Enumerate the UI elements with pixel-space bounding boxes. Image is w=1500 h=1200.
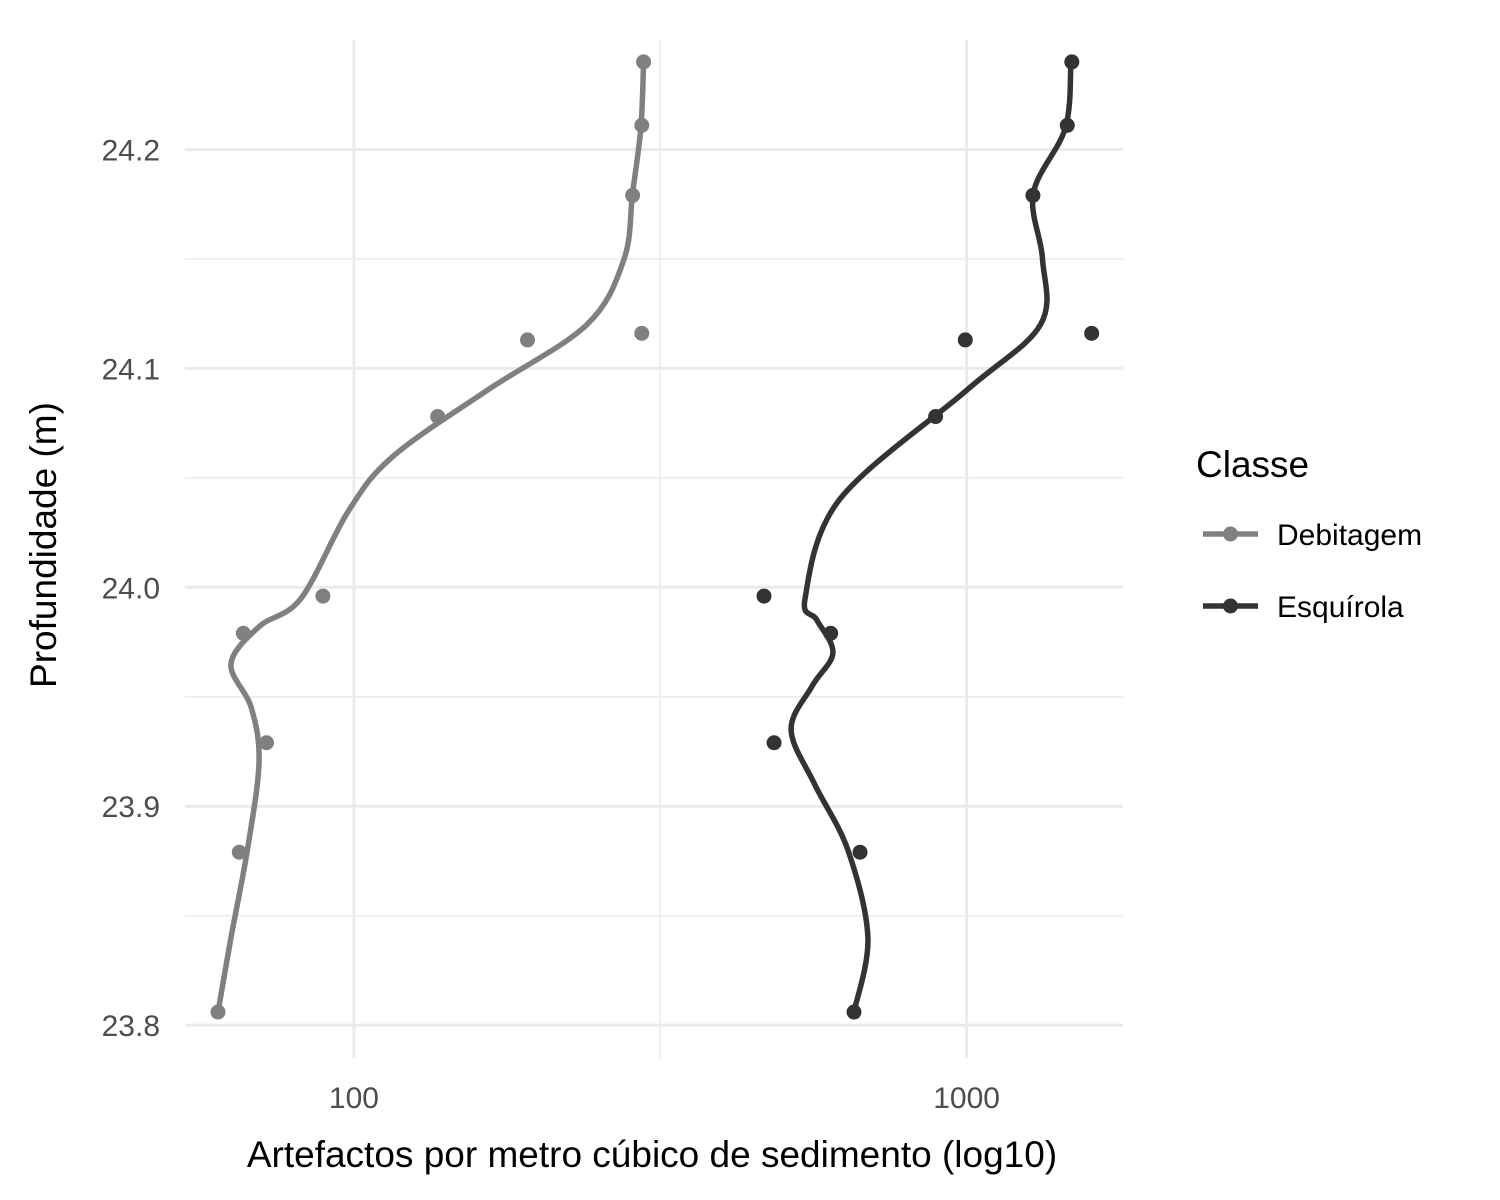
data-point-debitagem xyxy=(519,332,535,348)
data-point-debitagem xyxy=(235,625,251,641)
tick-labels: 23.8 23.9 24.0 24.1 24.2 100 1000 xyxy=(102,134,1000,1115)
data-point-esquirola xyxy=(823,625,839,641)
legend-label-debitagem: Debitagem xyxy=(1277,519,1422,552)
data-point-esquirola xyxy=(846,1004,862,1020)
y-tick-label: 24.0 xyxy=(102,572,160,605)
data-point-debitagem xyxy=(625,187,641,203)
data-point-debitagem xyxy=(634,325,650,341)
data-point-debitagem xyxy=(210,1004,226,1020)
y-tick-label: 24.1 xyxy=(102,353,160,386)
data-point-esquirola xyxy=(957,332,973,348)
data-points xyxy=(210,54,1100,1020)
x-axis-title: Artefactos por metro cúbico de sedimento… xyxy=(247,1134,1057,1175)
data-point-debitagem xyxy=(231,844,247,860)
data-point-debitagem xyxy=(315,588,331,604)
legend-key-point-debitagem xyxy=(1223,526,1238,542)
data-point-debitagem xyxy=(634,117,650,133)
y-tick-label: 23.9 xyxy=(102,791,160,824)
y-tick-label: 24.2 xyxy=(102,134,160,167)
legend-key-point-esquirola xyxy=(1223,598,1238,614)
data-point-debitagem xyxy=(259,735,275,751)
data-point-esquirola xyxy=(766,735,782,751)
y-tick-label: 23.8 xyxy=(102,1010,160,1043)
data-point-esquirola xyxy=(1084,325,1100,341)
data-point-debitagem xyxy=(636,54,652,70)
legend-label-esquirola: Esquírola xyxy=(1277,591,1404,624)
grid xyxy=(185,40,1123,1058)
smooth-lines xyxy=(215,59,1074,1015)
series-line-esquirola xyxy=(788,59,1074,1015)
x-tick-label: 1000 xyxy=(933,1082,1000,1115)
legend-items: Debitagem Esquírola xyxy=(1203,519,1422,624)
data-point-esquirola xyxy=(928,409,944,425)
data-point-esquirola xyxy=(756,588,772,604)
x-tick-label: 100 xyxy=(329,1082,379,1115)
data-point-esquirola xyxy=(1025,187,1041,203)
data-point-esquirola xyxy=(852,844,868,860)
data-point-esquirola xyxy=(1059,117,1075,133)
data-point-esquirola xyxy=(1064,54,1080,70)
data-point-debitagem xyxy=(430,409,446,425)
legend-title: Classe xyxy=(1196,444,1309,485)
legend: Classe Debitagem Esquírola xyxy=(1196,444,1422,624)
y-axis-title: Profundidade (m) xyxy=(23,402,64,688)
series-line-debitagem xyxy=(215,59,647,1015)
